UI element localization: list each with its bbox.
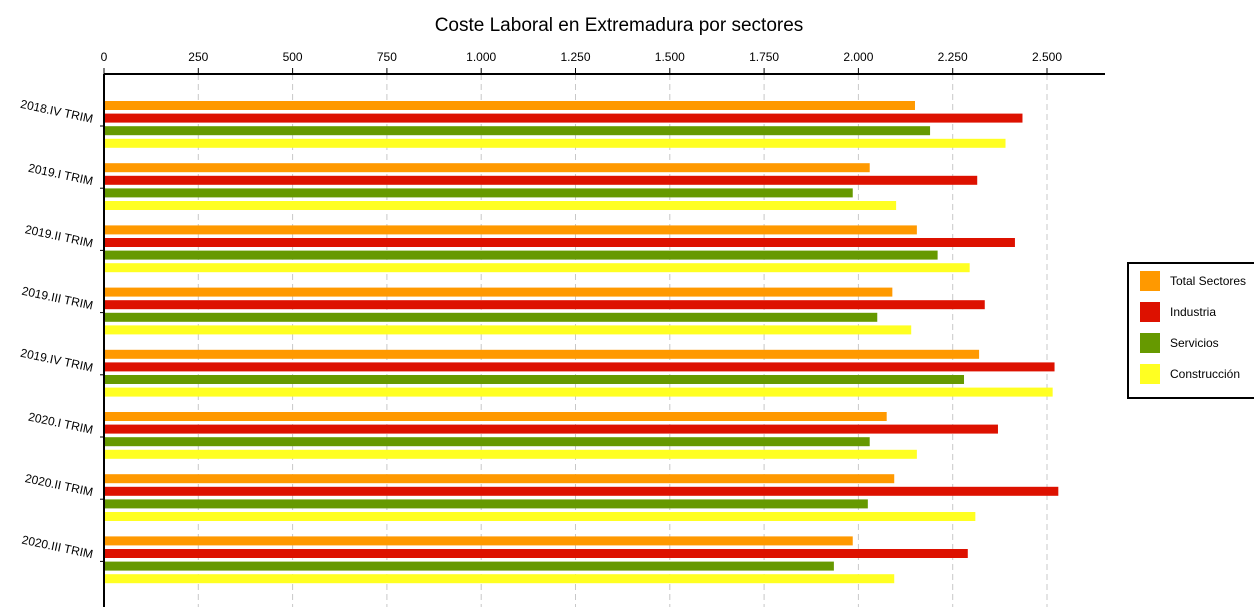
x-tick-label: 1.750 bbox=[749, 50, 779, 64]
legend: Total Sectores Industria Servicios Construc… bbox=[1127, 262, 1254, 399]
bar bbox=[105, 349, 980, 359]
x-tick-label: 500 bbox=[283, 50, 303, 64]
category-label: 2020.III TRIM bbox=[20, 533, 94, 562]
category-label: 2020.I TRIM bbox=[27, 410, 94, 437]
chart-title: Coste Laboral en Extremadura por sectore… bbox=[435, 15, 804, 36]
bar bbox=[105, 300, 985, 310]
bar bbox=[105, 561, 834, 571]
category-label: 2020.II TRIM bbox=[24, 471, 95, 499]
x-tick-label: 250 bbox=[188, 50, 208, 64]
bar bbox=[105, 201, 897, 210]
bar bbox=[105, 238, 1015, 247]
bar bbox=[105, 175, 978, 185]
x-tick-label: 750 bbox=[377, 50, 397, 64]
bar bbox=[105, 512, 976, 521]
bar bbox=[105, 424, 998, 434]
category-label: 2019.IV TRIM bbox=[19, 346, 94, 375]
bar bbox=[105, 312, 878, 322]
legend-swatch bbox=[1140, 271, 1160, 291]
legend-swatch bbox=[1140, 302, 1160, 322]
bars bbox=[105, 101, 1059, 584]
bar bbox=[105, 486, 1059, 496]
x-tick-label: 0 bbox=[101, 50, 108, 64]
x-tick-label: 2.250 bbox=[938, 50, 968, 64]
bar bbox=[105, 188, 853, 198]
bar bbox=[105, 113, 1023, 123]
bar bbox=[105, 549, 968, 558]
x-tick-label: 2.500 bbox=[1032, 50, 1062, 64]
bar bbox=[105, 126, 931, 136]
bar bbox=[105, 250, 938, 260]
category-label: 2019.II TRIM bbox=[24, 222, 95, 250]
bar bbox=[105, 362, 1055, 372]
grid bbox=[197, 74, 1048, 607]
legend-label: Construcción bbox=[1170, 367, 1240, 381]
bar bbox=[105, 449, 917, 459]
axes: 0 250 500 750 1.000 1.250 1.500 1.750 2.000 2.250… bbox=[100, 50, 1105, 607]
bar bbox=[105, 163, 870, 173]
legend-label: Servicios bbox=[1170, 336, 1219, 350]
bar bbox=[105, 325, 912, 335]
category-label: 2019.I TRIM bbox=[27, 161, 94, 188]
bar bbox=[105, 138, 1006, 148]
legend-label: Industria bbox=[1170, 305, 1216, 319]
bar bbox=[105, 225, 917, 235]
bar bbox=[105, 375, 965, 384]
category-label: 2018.IV TRIM bbox=[19, 97, 94, 126]
bar bbox=[105, 412, 887, 421]
category-labels: 2018.IV TRIM 2019.I TRIM 2019.II TRIM 2019.… bbox=[19, 97, 94, 561]
bar bbox=[105, 101, 915, 110]
x-tick-label: 1.250 bbox=[560, 50, 590, 64]
x-tick-label: 1.500 bbox=[655, 50, 685, 64]
bar bbox=[105, 263, 970, 273]
x-tick-label: 1.000 bbox=[466, 50, 496, 64]
bar bbox=[105, 536, 853, 546]
bar bbox=[105, 387, 1053, 397]
bar bbox=[105, 499, 868, 509]
legend-swatch bbox=[1140, 364, 1160, 384]
bar bbox=[105, 474, 895, 484]
x-tick-label: 2.000 bbox=[843, 50, 873, 64]
legend-swatch bbox=[1140, 333, 1160, 353]
bar bbox=[105, 437, 870, 447]
bar bbox=[105, 287, 893, 297]
category-label: 2019.III TRIM bbox=[20, 284, 94, 313]
bar bbox=[105, 574, 895, 584]
legend-label: Total Sectores bbox=[1170, 274, 1246, 288]
